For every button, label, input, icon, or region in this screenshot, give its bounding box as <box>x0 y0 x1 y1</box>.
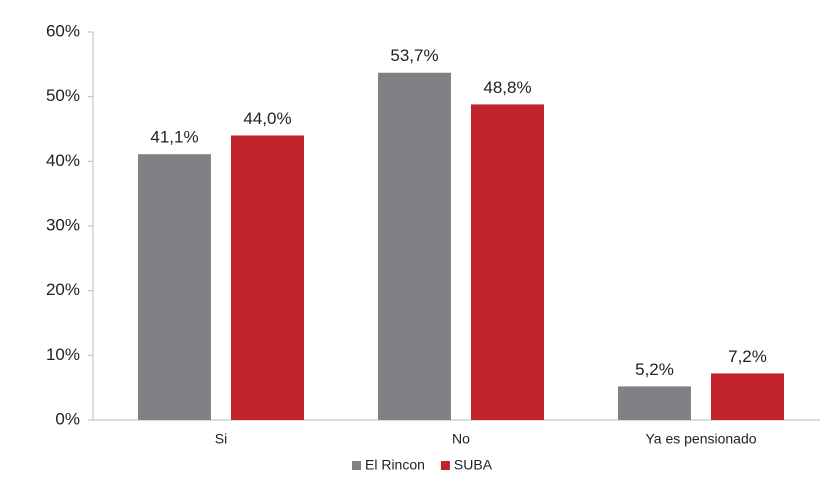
value-label: 41,1% <box>150 128 198 147</box>
bar <box>471 104 544 420</box>
value-label: 7,2% <box>728 347 767 366</box>
y-tick-label: 30% <box>46 215 80 234</box>
x-tick-label: No <box>452 431 470 447</box>
bar <box>618 386 691 420</box>
value-label: 44,0% <box>243 109 291 128</box>
bar <box>711 373 784 420</box>
legend-label: El Rincon <box>365 457 425 473</box>
bar <box>138 154 211 420</box>
y-tick-label: 20% <box>46 280 80 299</box>
x-tick-label: Si <box>215 431 227 447</box>
y-tick-label: 50% <box>46 86 80 105</box>
x-tick-label: Ya es pensionado <box>645 431 756 447</box>
value-label: 5,2% <box>635 360 674 379</box>
y-tick-label: 60% <box>46 21 80 40</box>
y-tick-label: 10% <box>46 345 80 364</box>
y-tick-label: 40% <box>46 151 80 170</box>
bar <box>231 135 304 420</box>
legend-swatch <box>440 461 450 470</box>
value-label: 48,8% <box>483 78 531 97</box>
legend-label: SUBA <box>454 457 493 473</box>
legend-swatch <box>352 461 361 470</box>
value-label: 53,7% <box>390 46 438 65</box>
bar <box>378 72 451 421</box>
y-tick-label: 0% <box>55 409 80 428</box>
